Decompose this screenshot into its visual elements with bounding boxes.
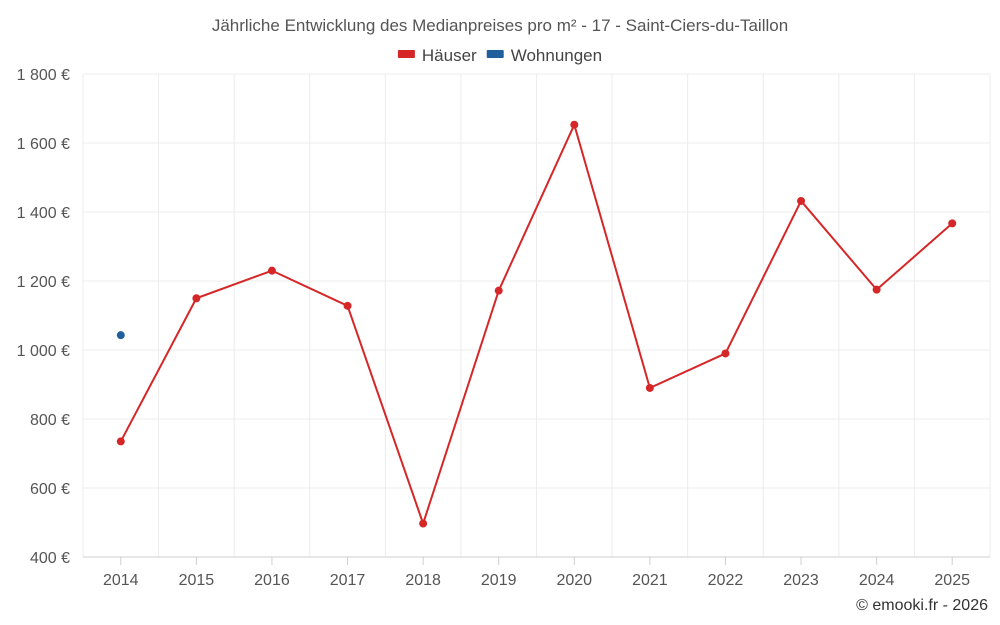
legend-swatch — [397, 50, 415, 58]
data-point-häuser-2020 — [570, 120, 579, 129]
legend-item-wohnungen: Wohnungen — [486, 46, 602, 65]
y-tick-label: 1 600 € — [17, 136, 70, 153]
data-point-häuser-2023 — [797, 196, 806, 205]
data-point-häuser-2022 — [721, 349, 730, 358]
grid — [82, 73, 991, 557]
x-tick-label: 2023 — [783, 572, 819, 589]
x-tick-label: 2015 — [179, 572, 215, 589]
data-point-häuser-2014 — [116, 437, 125, 446]
y-tick-label: 800 € — [30, 412, 70, 429]
x-tick-label: 2024 — [859, 572, 895, 589]
data-point-häuser-2024 — [872, 285, 881, 294]
legend-swatch — [486, 50, 504, 58]
y-tick-label: 1 400 € — [17, 205, 70, 222]
credit-text: © emooki.fr - 2026 — [856, 597, 988, 614]
y-tick-label: 1 200 € — [17, 274, 70, 291]
x-tick-label: 2020 — [556, 572, 592, 589]
x-tick-label: 2022 — [708, 572, 744, 589]
x-axis: 2014 2015 2016 2017 2018 2019 2020 2021 2022 2023… — [83, 556, 990, 589]
x-tick-label: 2025 — [934, 572, 970, 589]
series-line-häuser — [119, 123, 953, 525]
data-point-wohnungen-2014 — [116, 331, 125, 340]
legend: Häuser Wohnungen — [397, 46, 602, 65]
x-tick-label: 2018 — [405, 572, 441, 589]
data-point-häuser-2015 — [192, 294, 201, 303]
series-layer — [116, 120, 957, 528]
y-tick-label: 1 000 € — [17, 343, 70, 360]
y-tick-label: 1 800 € — [17, 67, 70, 84]
data-point-häuser-2016 — [267, 266, 276, 275]
data-point-häuser-2018 — [419, 519, 428, 528]
legend-label: Häuser — [422, 46, 477, 65]
y-tick-label: 600 € — [30, 481, 70, 498]
y-tick-label: 400 € — [30, 550, 70, 567]
data-point-häuser-2017 — [343, 301, 352, 310]
x-tick-label: 2016 — [254, 572, 290, 589]
legend-item-häuser: Häuser — [397, 46, 477, 65]
data-point-häuser-2025 — [948, 219, 957, 228]
data-point-häuser-2019 — [494, 286, 503, 295]
data-point-häuser-2021 — [645, 383, 654, 392]
chart-title: Jährliche Entwicklung des Medianpreises … — [212, 16, 788, 35]
y-axis: 400 € 600 € 800 € 1 000 € 1 200 € 1 400 € 1 60… — [17, 67, 70, 567]
x-tick-label: 2019 — [481, 572, 517, 589]
x-tick-label: 2017 — [330, 572, 366, 589]
legend-label: Wohnungen — [511, 46, 602, 65]
x-tick-label: 2021 — [632, 572, 668, 589]
x-tick-label: 2014 — [103, 572, 139, 589]
